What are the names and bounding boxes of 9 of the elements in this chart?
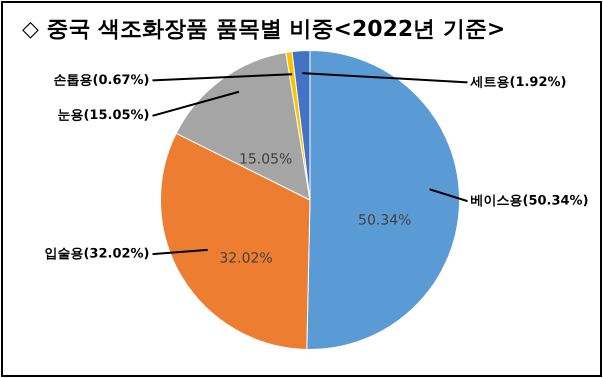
slice-label: 입술용(32.02%) — [44, 246, 150, 262]
data-label: 50.34% — [358, 212, 412, 228]
data-label: 15.05% — [238, 151, 292, 168]
slice-label: 손톱용(0.67%) — [54, 72, 150, 88]
chart-title: ◇ 중국 색조화장품 품목별 비중<2022년 기준> — [22, 16, 506, 44]
slice-label: 베이스용(50.34%) — [470, 193, 589, 208]
slice-label: 세트용(1.92%) — [470, 74, 566, 90]
slice-label: 눈용(15.05%) — [57, 108, 150, 124]
data-label: 32.02% — [219, 250, 273, 266]
